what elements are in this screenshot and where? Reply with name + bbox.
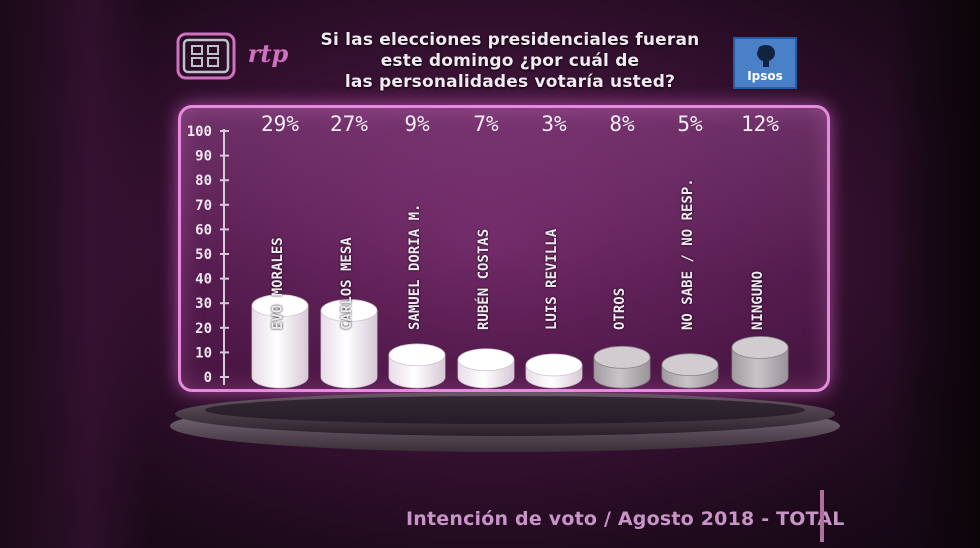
bar-body bbox=[320, 310, 378, 389]
value-label: 29% bbox=[261, 112, 299, 136]
bar-5 bbox=[525, 353, 583, 389]
y-tick-label: 90 bbox=[195, 149, 212, 165]
value-label: 7% bbox=[473, 112, 499, 136]
value-label: 3% bbox=[541, 112, 567, 136]
y-tick-label: 10 bbox=[195, 345, 212, 361]
ipsos-logo: Ipsos bbox=[733, 37, 797, 89]
bar-1 bbox=[251, 294, 309, 389]
question-line-3: las personalidades votaría usted? bbox=[344, 72, 676, 92]
y-tick-label: 30 bbox=[195, 296, 212, 312]
y-tick-label: 60 bbox=[195, 222, 212, 238]
value-label: 8% bbox=[609, 112, 635, 136]
y-tick-label: 0 bbox=[204, 370, 212, 386]
value-label: 27% bbox=[330, 112, 368, 136]
bar-top bbox=[525, 353, 583, 377]
category-label: NO SABE / NO RESP. bbox=[680, 178, 696, 330]
bar-top bbox=[388, 343, 446, 367]
y-tick-label: 80 bbox=[195, 173, 212, 189]
bar-3 bbox=[388, 343, 446, 389]
right-vignette bbox=[890, 0, 980, 548]
bar-4 bbox=[457, 348, 515, 389]
bar-7 bbox=[661, 353, 719, 389]
footer-caption: Intención de voto / Agosto 2018 - TOTAL bbox=[406, 508, 845, 530]
value-label: 12% bbox=[741, 112, 779, 136]
question-line-2: este domingo ¿por cuál de bbox=[380, 51, 640, 71]
value-label: 5% bbox=[677, 112, 703, 136]
question-title: Si las elecciones presidenciales fueran … bbox=[300, 30, 720, 93]
bar-8 bbox=[731, 336, 789, 389]
chart-pedestal bbox=[170, 392, 840, 452]
bar-top bbox=[593, 345, 651, 369]
question-line-1: Si las elecciones presidenciales fueran bbox=[320, 30, 700, 50]
category-label: RUBÉN COSTAS bbox=[475, 229, 492, 330]
rtp-logo-text: rtp bbox=[248, 39, 289, 68]
bar-top bbox=[320, 299, 378, 322]
bar-6 bbox=[593, 345, 651, 389]
bar-top bbox=[457, 348, 515, 372]
ipsos-logo-text: Ipsos bbox=[747, 69, 783, 83]
category-label: EVO MORALES bbox=[270, 237, 286, 330]
y-tick-label: 50 bbox=[195, 247, 212, 263]
category-label: CARLOS MESA bbox=[339, 237, 355, 330]
category-label: SAMUEL DORIA M. bbox=[407, 204, 423, 330]
bar-top bbox=[731, 336, 789, 359]
category-label: NINGUNO bbox=[750, 271, 766, 330]
y-tick-label: 100 bbox=[187, 124, 212, 140]
bar-top bbox=[661, 353, 719, 377]
category-label: OTROS bbox=[612, 288, 628, 330]
rtp-logo: rtp bbox=[176, 32, 289, 80]
ipsos-head-icon bbox=[757, 45, 775, 67]
left-vignette bbox=[0, 0, 150, 548]
footer-divider bbox=[820, 490, 824, 542]
bar-body bbox=[251, 305, 309, 389]
y-tick-label: 70 bbox=[195, 198, 212, 214]
bar-2 bbox=[320, 299, 378, 389]
y-tick-label: 40 bbox=[195, 272, 212, 288]
bar-body bbox=[731, 347, 789, 389]
value-label: 9% bbox=[404, 112, 430, 136]
y-tick-label: 20 bbox=[195, 321, 212, 337]
category-label: LUIS REVILLA bbox=[544, 228, 560, 330]
bar-top bbox=[251, 294, 309, 318]
